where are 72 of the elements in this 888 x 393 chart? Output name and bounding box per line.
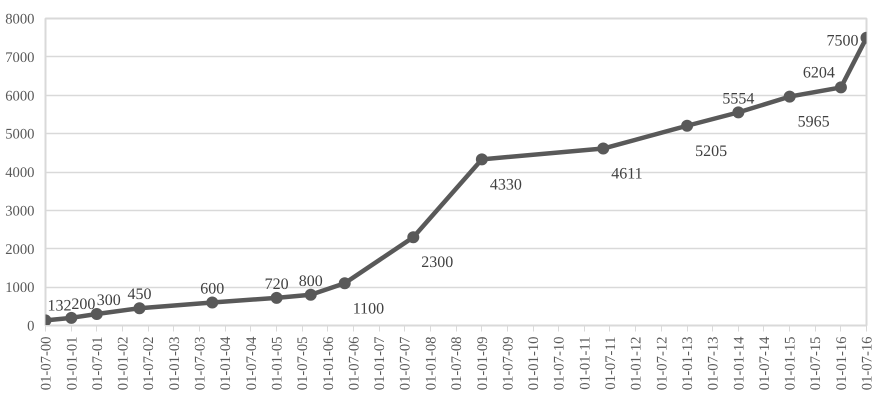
y-tick-label: 7000 — [5, 50, 34, 66]
x-tick-label: 01-01-07 — [372, 336, 388, 390]
x-tick-label: 01-07-16 — [860, 336, 876, 390]
y-tick-label: 0 — [27, 318, 34, 334]
x-tick-label: 01-01-13 — [680, 336, 696, 390]
x-tick-label: 01-07-08 — [449, 336, 465, 390]
x-tick-label: 01-07-06 — [346, 336, 362, 390]
x-tick-label: 01-01-09 — [474, 336, 491, 390]
data-label: 5965 — [798, 114, 830, 131]
point — [270, 292, 283, 304]
x-tick-label: 01-07-01 — [90, 336, 106, 390]
x-tick-label: 01-01-03 — [166, 336, 183, 390]
point — [338, 277, 351, 290]
x-tick-label: 01-07-07 — [398, 336, 414, 390]
x-tick-label: 01-07-00 — [38, 336, 54, 390]
y-tick-label: 1000 — [5, 280, 34, 296]
x-tick-label: 01-07-15 — [808, 336, 824, 390]
point — [784, 90, 796, 103]
data-label: 800 — [298, 272, 323, 290]
x-tick-label: 01-01-16 — [834, 336, 850, 390]
point — [597, 142, 610, 155]
data-label: 1100 — [352, 300, 384, 318]
data-label: 132 — [48, 297, 72, 314]
data-label: 200 — [71, 296, 96, 313]
point — [304, 288, 317, 301]
point — [407, 231, 420, 244]
data-label: 600 — [200, 280, 224, 298]
y-tick-label: 3000 — [5, 203, 34, 220]
x-tick-label: 01-07-02 — [141, 336, 158, 390]
x-tick-label: 01-01-08 — [423, 336, 440, 390]
y-tick-label: 8000 — [5, 12, 34, 28]
x-tick-label: 01-01-10 — [526, 336, 542, 390]
point — [681, 120, 694, 132]
y-tick-label: 5000 — [5, 126, 34, 143]
x-tick-label: 01-07-13 — [706, 336, 722, 390]
x-tick-label: 01-07-09 — [500, 336, 516, 390]
x-tick-label: 01-01-01 — [64, 336, 80, 390]
y-tick-label: 2000 — [5, 242, 34, 258]
point — [65, 312, 78, 324]
x-tick-label: 01-01-06 — [320, 336, 337, 390]
point — [834, 81, 847, 94]
data-label: 6204 — [802, 64, 835, 82]
point — [732, 106, 744, 118]
data-label: 5554 — [722, 90, 754, 108]
x-tick-label: 01-01-04 — [218, 336, 234, 390]
data-label: 720 — [264, 276, 289, 293]
x-tick-label: 01-01-02 — [116, 336, 132, 390]
data-label: 4611 — [611, 166, 643, 183]
x-tick-label: 01-07-05 — [295, 336, 312, 390]
x-tick-label: 01-07-10 — [552, 336, 568, 390]
point — [90, 308, 103, 320]
x-tick-label: 01-01-11 — [577, 336, 594, 390]
x-tick-label: 01-07-03 — [192, 336, 208, 390]
x-tick-label: 01-01-15 — [782, 336, 799, 390]
x-tick-label: 01-01-12 — [628, 336, 645, 390]
point — [133, 302, 146, 314]
data-label: 7500 — [826, 32, 858, 50]
data-label: 5205 — [695, 142, 728, 160]
y-tick-label: 4000 — [5, 165, 34, 181]
x-tick-label: 01-01-05 — [270, 336, 286, 390]
point — [206, 296, 218, 308]
data-label: 4330 — [490, 176, 522, 194]
x-tick-label: 01-07-12 — [654, 336, 670, 390]
data-label: 2300 — [421, 254, 454, 272]
x-tick-label: 01-01-14 — [731, 336, 748, 390]
data-label: 450 — [127, 286, 152, 304]
x-tick-label: 01-07-04 — [244, 336, 260, 390]
data-label: 300 — [96, 292, 121, 309]
x-tick-label: 01-07-11 — [602, 336, 619, 390]
point — [476, 153, 488, 166]
y-tick-label: 6000 — [5, 88, 34, 104]
x-tick-label: 01-07-14 — [756, 336, 773, 390]
